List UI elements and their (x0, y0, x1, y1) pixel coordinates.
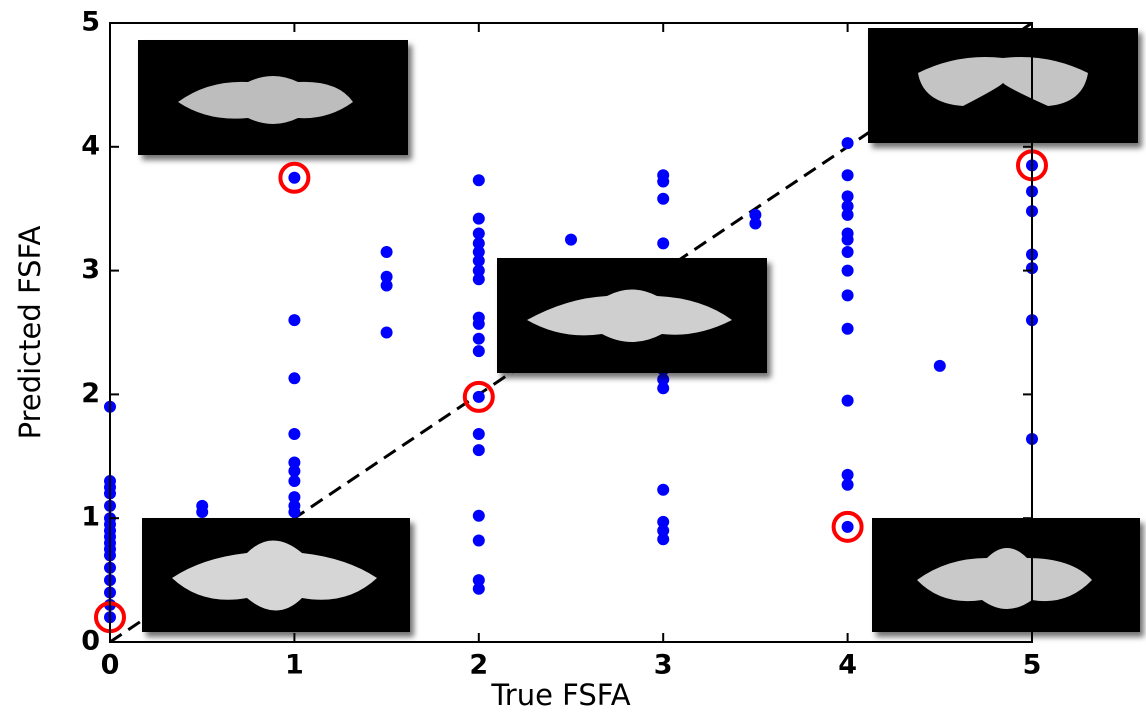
point (842, 289, 854, 301)
point (657, 533, 669, 545)
point (473, 333, 485, 345)
point (657, 382, 669, 394)
x-tick-label: 4 (838, 650, 857, 681)
point (288, 428, 300, 440)
y-tick-label: 4 (81, 130, 100, 161)
point (657, 175, 669, 187)
y-tick-label: 3 (81, 254, 100, 285)
point (842, 234, 854, 246)
x-tick-label: 0 (101, 650, 120, 681)
point (842, 137, 854, 149)
point (842, 323, 854, 335)
point (842, 246, 854, 258)
brain-thumbnail (868, 28, 1138, 143)
point (842, 521, 854, 533)
point (934, 360, 946, 372)
point (288, 372, 300, 384)
x-tick-label: 3 (654, 650, 673, 681)
point (288, 172, 300, 184)
point (473, 213, 485, 225)
point (288, 506, 300, 518)
point (288, 314, 300, 326)
point (473, 428, 485, 440)
point (842, 395, 854, 407)
point (657, 237, 669, 249)
x-tick-label: 2 (469, 650, 488, 681)
brain-thumbnail (142, 518, 410, 632)
point (473, 583, 485, 595)
brain-thumbnail (138, 40, 408, 155)
point (381, 246, 393, 258)
thumbnails (138, 28, 1140, 632)
point (381, 279, 393, 291)
y-tick-label: 1 (81, 502, 100, 533)
x-tick-label: 1 (285, 650, 304, 681)
x-tick-label: 5 (1023, 650, 1042, 681)
point (473, 391, 485, 403)
y-tick-label: 5 (81, 7, 100, 38)
point (565, 234, 577, 246)
point (473, 345, 485, 357)
point (473, 444, 485, 456)
y-axis-label: Predicted FSFA (13, 225, 47, 439)
point (842, 479, 854, 491)
y-tick-label: 2 (81, 378, 100, 409)
point (473, 273, 485, 285)
point (473, 318, 485, 330)
point (473, 534, 485, 546)
brain-thumbnail (872, 518, 1140, 632)
point (657, 193, 669, 205)
x-axis-label: True FSFA (490, 678, 630, 712)
point (381, 327, 393, 339)
point (657, 484, 669, 496)
point (473, 510, 485, 522)
point (842, 169, 854, 181)
y-tick-label: 0 (81, 626, 100, 657)
point (749, 218, 761, 230)
point (842, 265, 854, 277)
point (842, 209, 854, 221)
point (473, 174, 485, 186)
point (196, 506, 208, 518)
point (288, 475, 300, 487)
page: 012345012345True FSFAPredicted FSFA (() … (0, 0, 1146, 713)
brain-thumbnail (497, 258, 767, 373)
chart: 0 1 2 3 4 5 0 1 2 3 4 5 True FSFA Predicted FSFA (0, 0, 1146, 713)
